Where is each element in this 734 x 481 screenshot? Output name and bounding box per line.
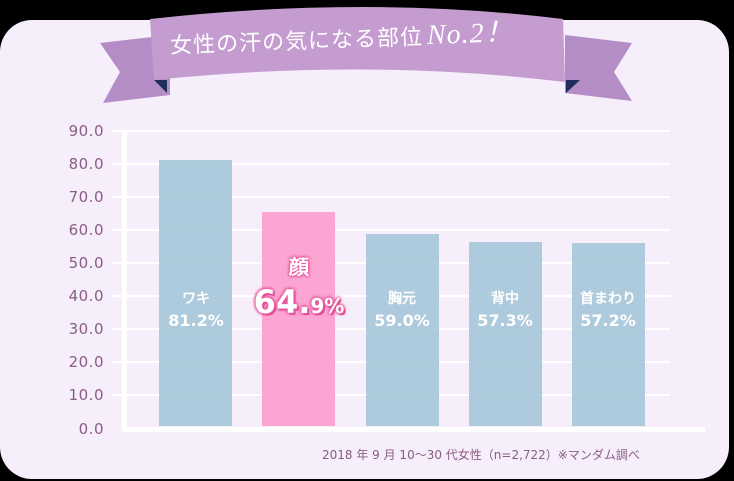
y-tick-10: 10.0 — [68, 386, 104, 404]
ribbon-right-tail — [565, 35, 632, 101]
bar-label-value: 57.2% — [580, 311, 636, 330]
chart-title-rank: No.2！ — [426, 17, 515, 52]
bar-label-waki: ワキ 81.2% — [146, 288, 246, 332]
y-tick-0: 0.0 — [78, 420, 104, 438]
bar-label-name: 顔 — [289, 255, 309, 279]
bar-label-name: 背中 — [491, 291, 519, 307]
bar-label-value: 57.3% — [477, 311, 533, 330]
ribbon-front — [150, 7, 565, 82]
gridline-70 — [112, 196, 670, 198]
bar-label-senaka: 背中 57.3% — [455, 288, 555, 332]
y-tick-70: 70.0 — [68, 188, 104, 206]
y-tick-50: 50.0 — [68, 254, 104, 272]
y-tick-80: 80.0 — [68, 155, 104, 173]
bar-label-name: ワキ — [182, 291, 210, 307]
y-tick-40: 40.0 — [68, 287, 104, 305]
gridline-60 — [112, 229, 670, 231]
x-axis-line — [122, 427, 705, 432]
bar-label-value: 59.0% — [374, 311, 430, 330]
bar-label-name: 首まわり — [580, 291, 636, 307]
gridline-80 — [112, 163, 670, 165]
source-footnote: 2018 年 9 月 10〜30 代女性（n=2,722）※マンダム調べ — [322, 448, 640, 462]
bar-label-kao: 顔 64.9% — [238, 252, 360, 326]
y-tick-90: 90.0 — [68, 122, 104, 140]
bar-label-value: 81.2% — [168, 311, 224, 330]
bar-kubimawari — [572, 243, 645, 426]
bar-munamoto — [366, 234, 439, 426]
bar-label-munamoto: 胸元 59.0% — [352, 288, 452, 332]
ribbon-right-fold — [566, 80, 580, 93]
y-tick-30: 30.0 — [68, 320, 104, 338]
bar-senaka — [469, 242, 542, 426]
y-tick-60: 60.0 — [68, 221, 104, 239]
bar-waki — [159, 160, 232, 426]
gridline-90 — [112, 130, 670, 132]
y-axis-line — [122, 130, 127, 432]
bar-kao — [262, 212, 335, 426]
bar-label-kubimawari: 首まわり 57.2% — [558, 288, 658, 332]
bar-label-value: 64.9% — [253, 283, 345, 321]
chart-title-text: 女性の汗の気になる部位 — [169, 25, 424, 59]
y-tick-20: 20.0 — [68, 353, 104, 371]
ribbon-left-fold — [154, 80, 167, 93]
title-ribbon — [100, 7, 632, 103]
bar-label-name: 胸元 — [388, 291, 416, 307]
